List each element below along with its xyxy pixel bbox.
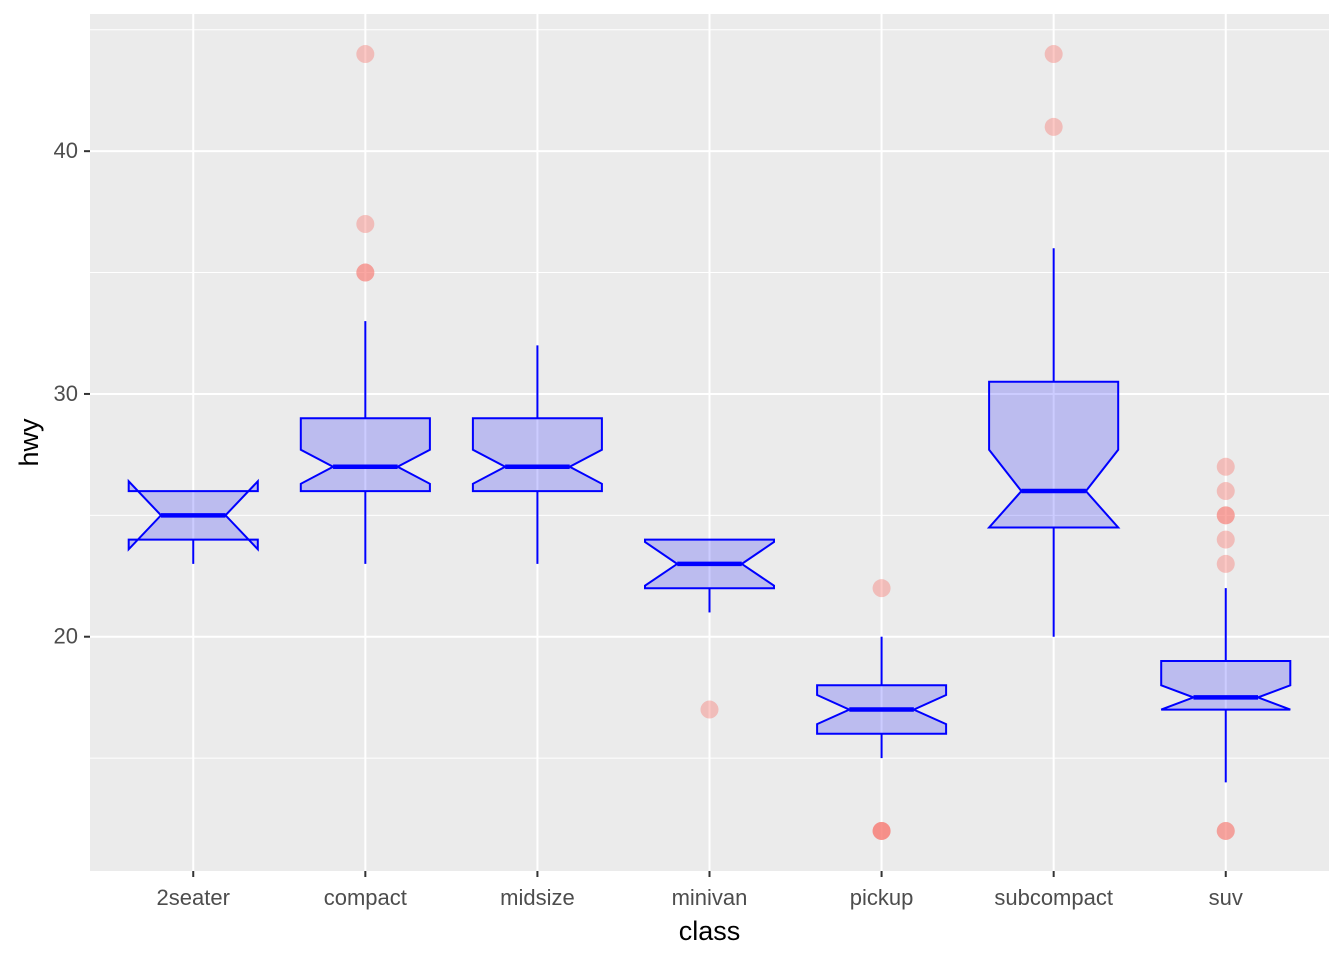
outlier-point	[1216, 554, 1235, 573]
outlier-point	[872, 821, 891, 840]
outlier-point	[356, 263, 375, 282]
outlier-point	[700, 700, 719, 719]
box-body	[986, 380, 1121, 529]
box-2seater	[127, 478, 259, 564]
box-body	[1160, 660, 1292, 711]
box-body	[299, 417, 431, 493]
x-tick-label: minivan	[672, 885, 748, 910]
outlier-point	[1216, 482, 1235, 501]
outlier-point	[1216, 506, 1235, 525]
outlier-point	[1216, 457, 1235, 476]
x-axis-title: class	[679, 916, 741, 946]
box-minivan	[644, 538, 775, 613]
x-tick-label: 2seater	[157, 885, 230, 910]
outlier-point	[1216, 530, 1235, 549]
outlier-point	[872, 579, 891, 598]
outlier-point	[356, 263, 375, 282]
y-axis-title: hwy	[14, 418, 44, 467]
y-tick-label: 30	[54, 381, 78, 406]
x-tick-label: suv	[1209, 885, 1243, 910]
y-tick-label: 40	[54, 138, 78, 163]
grid-lines	[90, 14, 1329, 871]
outlier-point	[1216, 506, 1235, 525]
outlier-point	[356, 215, 375, 234]
boxes-layer	[127, 248, 1292, 783]
box-suv	[1160, 588, 1292, 783]
x-tick-label: pickup	[850, 885, 914, 910]
outlier-point	[1044, 45, 1063, 64]
x-tick-label: compact	[324, 885, 407, 910]
axes-layer: 20 30 40 2seater compact midsize minivan pickup…	[54, 138, 1243, 910]
outlier-point	[872, 821, 891, 840]
x-tick-label: subcompact	[994, 885, 1113, 910]
box-pickup	[816, 636, 948, 759]
box-midsize	[471, 345, 603, 564]
x-tick-label: midsize	[500, 885, 575, 910]
outlier-point	[1044, 117, 1063, 136]
box-subcompact	[986, 248, 1121, 637]
outlier-point	[872, 821, 891, 840]
y-tick-label: 20	[54, 624, 78, 649]
outlier-point	[356, 45, 375, 64]
outlier-point	[1216, 821, 1235, 840]
box-body	[471, 417, 603, 493]
box-compact	[299, 321, 431, 564]
outliers-layer	[356, 45, 1235, 840]
outlier-point	[1216, 821, 1235, 840]
